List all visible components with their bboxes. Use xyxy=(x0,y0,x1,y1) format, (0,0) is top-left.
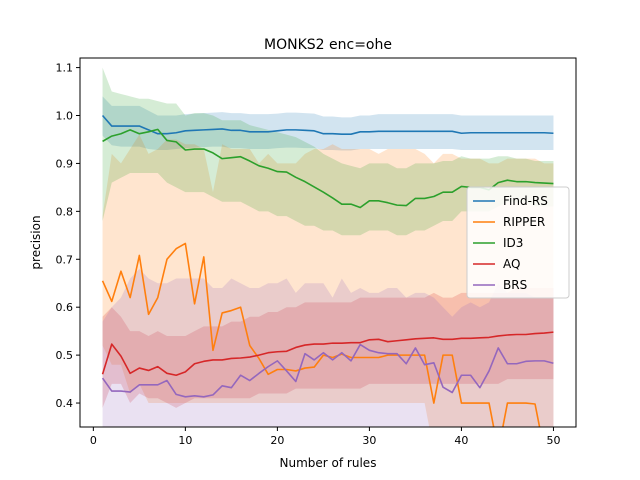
y-tick-label: 1.1 xyxy=(56,62,74,75)
legend-label-find-rs: Find-RS xyxy=(503,194,548,208)
x-tick-label: 40 xyxy=(454,434,468,447)
y-tick-label: 0.6 xyxy=(56,301,74,314)
x-tick-label: 50 xyxy=(546,434,560,447)
ripper-band xyxy=(102,134,554,427)
y-tick-label: 0.8 xyxy=(56,205,74,218)
find-rs-line xyxy=(101,114,554,135)
find-rs-band xyxy=(102,96,554,151)
chart-title: MONKS2 enc=ohe xyxy=(264,37,392,53)
y-tick-label: 0.5 xyxy=(56,349,74,362)
legend-box xyxy=(466,186,570,299)
legend-label-brs: BRS xyxy=(503,278,527,292)
x-axis: 0 10 20 30 40 50 xyxy=(90,427,560,447)
x-tick-label: 10 xyxy=(178,434,192,447)
y-tick-label: 1.0 xyxy=(56,110,74,123)
legend-label-ripper: RIPPER xyxy=(503,215,545,229)
x-tick-label: 20 xyxy=(270,434,284,447)
brs-band xyxy=(102,268,554,427)
plot-frame xyxy=(79,57,577,428)
y-tick-label: 0.4 xyxy=(56,397,74,410)
y-tick-label: 0.9 xyxy=(56,157,74,170)
legend-label-aq: AQ xyxy=(503,257,520,271)
x-axis-label: Number of rules xyxy=(280,456,377,470)
x-tick-label: 0 xyxy=(90,434,97,447)
aq-line xyxy=(101,331,554,377)
y-tick-label: 0.7 xyxy=(56,253,74,266)
x-tick-label: 30 xyxy=(362,434,376,447)
y-axis: 0.4 0.5 0.6 0.7 0.8 0.9 1.0 1.1 xyxy=(56,62,80,410)
y-axis-label: precision xyxy=(29,215,43,269)
legend-label-id3: ID3 xyxy=(503,236,523,250)
aq-band xyxy=(102,288,554,408)
brs-line xyxy=(101,343,554,398)
legend: Find-RS RIPPER ID3 AQ BRS xyxy=(466,186,570,299)
